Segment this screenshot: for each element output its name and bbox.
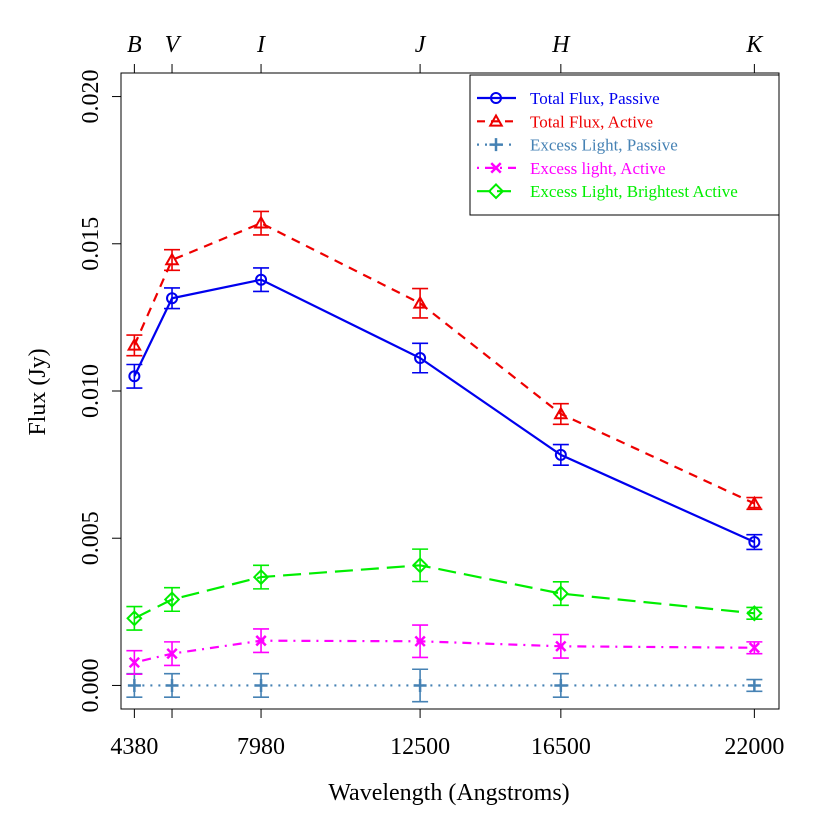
error-bar bbox=[552, 443, 569, 466]
error-bar bbox=[412, 342, 429, 374]
top-band-label: V bbox=[165, 32, 182, 58]
top-band-label: K bbox=[745, 32, 764, 58]
marker-triangle bbox=[412, 295, 428, 309]
legend-label: Excess Light, Passive bbox=[530, 136, 678, 155]
marker-triangle bbox=[553, 406, 569, 420]
marker-triangle bbox=[126, 337, 142, 351]
series-total-flux-active bbox=[126, 210, 763, 511]
marker-cross bbox=[128, 656, 141, 669]
x-tick-label: 12500 bbox=[390, 734, 450, 760]
legend-label: Total Flux, Active bbox=[530, 112, 653, 131]
marker-diamond bbox=[487, 183, 505, 200]
marker-cross bbox=[490, 162, 502, 174]
marker-diamond bbox=[252, 568, 270, 586]
series-excess-light-passive bbox=[126, 668, 763, 703]
top-band-label: J bbox=[415, 32, 427, 58]
top-band-label: H bbox=[551, 32, 571, 58]
series-line bbox=[134, 639, 755, 664]
series-line bbox=[133, 278, 755, 544]
marker-circle bbox=[414, 352, 427, 365]
marker-circle bbox=[255, 273, 268, 286]
y-tick-label: 0.005 bbox=[78, 511, 104, 565]
error-bar bbox=[253, 267, 270, 293]
marker-plus bbox=[254, 678, 268, 692]
x-axis-label: Wavelength (Angstroms) bbox=[328, 780, 569, 806]
marker-diamond bbox=[163, 591, 181, 608]
marker-plus bbox=[747, 678, 761, 692]
marker-plus bbox=[554, 678, 568, 692]
error-bar bbox=[412, 287, 429, 319]
legend-label: Excess Light, Brightest Active bbox=[530, 182, 738, 201]
series-line bbox=[133, 564, 755, 620]
marker-circle bbox=[166, 292, 179, 305]
marker-plus bbox=[127, 678, 141, 692]
x-tick-label: 4380 bbox=[110, 734, 158, 760]
x-tick-label: 7980 bbox=[237, 734, 285, 760]
legend: Total Flux, Passive Total Flux, Active Exc… bbox=[469, 74, 780, 216]
error-bar bbox=[164, 287, 181, 310]
marker-triangle bbox=[253, 215, 269, 229]
marker-triangle bbox=[488, 113, 504, 127]
axes-group: 4380 7980 12500 16500 22000 0.000 0.005 0.010 0.… bbox=[78, 32, 784, 760]
marker-plus bbox=[489, 138, 503, 152]
marker-plus bbox=[165, 678, 179, 692]
marker-circle bbox=[748, 536, 761, 549]
series-total-flux-passive bbox=[126, 267, 763, 551]
marker-diamond bbox=[126, 610, 143, 627]
marker-cross bbox=[166, 648, 178, 660]
error-bar bbox=[126, 363, 143, 389]
x-tick-label: 16500 bbox=[531, 734, 591, 760]
top-band-label: B bbox=[127, 32, 142, 58]
y-tick-label: 0.000 bbox=[78, 658, 104, 712]
marker-circle bbox=[490, 92, 502, 104]
y-tick-label: 0.015 bbox=[78, 217, 104, 271]
marker-circle bbox=[128, 370, 141, 383]
marker-cross bbox=[555, 640, 567, 652]
series-line bbox=[133, 221, 755, 505]
marker-circle bbox=[554, 448, 567, 461]
top-band-label: I bbox=[256, 32, 266, 58]
legend-label: Excess light, Active bbox=[530, 159, 666, 178]
legend-box bbox=[469, 74, 780, 216]
marker-cross bbox=[414, 635, 426, 647]
x-tick-label: 22000 bbox=[724, 734, 784, 760]
marker-diamond bbox=[552, 585, 570, 602]
y-axis-label: Flux (Jy) bbox=[25, 348, 51, 435]
y-tick-label: 0.010 bbox=[78, 364, 104, 418]
marker-cross bbox=[255, 635, 267, 647]
marker-triangle bbox=[164, 252, 180, 266]
marker-plus bbox=[413, 678, 427, 692]
legend-label: Total Flux, Passive bbox=[530, 89, 660, 108]
marker-diamond bbox=[411, 557, 429, 574]
error-bar bbox=[253, 210, 270, 236]
marker-cross bbox=[748, 642, 761, 654]
series-group bbox=[126, 210, 763, 703]
marker-diamond bbox=[746, 605, 763, 622]
y-tick-label: 0.020 bbox=[78, 70, 104, 124]
series-excess-light-brightest-active bbox=[126, 548, 763, 631]
marker-triangle bbox=[746, 495, 762, 509]
series-excess-light-active bbox=[126, 624, 763, 676]
error-bar bbox=[412, 548, 429, 583]
